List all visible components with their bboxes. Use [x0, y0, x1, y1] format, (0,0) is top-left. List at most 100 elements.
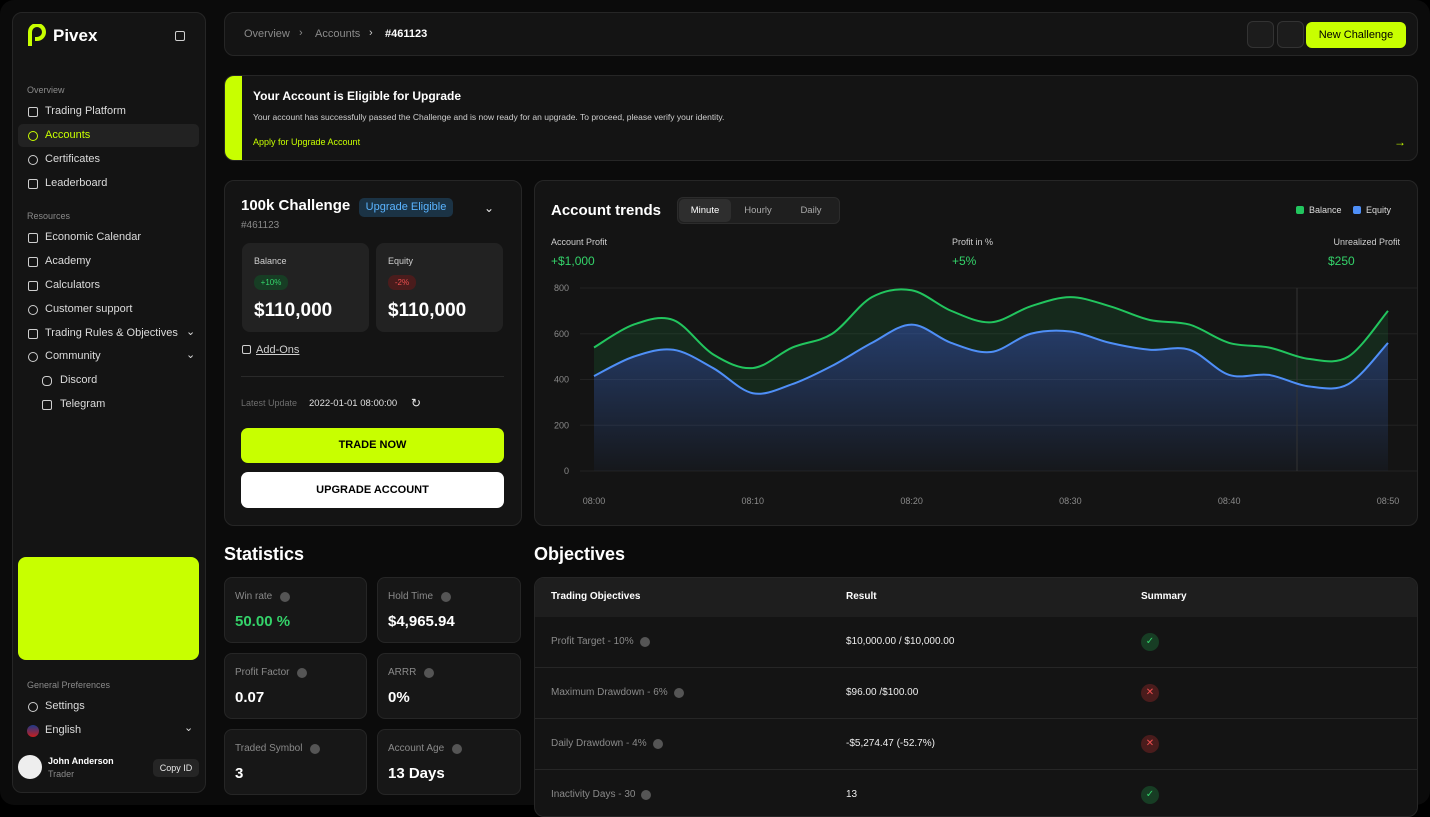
nav-item[interactable]: Leaderboard	[45, 177, 108, 189]
table-header: Trading Objectives	[551, 591, 641, 602]
metric-label: Account Profit	[551, 237, 608, 247]
legend-swatch	[1353, 206, 1361, 214]
icon	[28, 281, 38, 291]
addons-link[interactable]: Add-Ons	[256, 344, 300, 356]
stat-label: Hold Time	[388, 591, 434, 602]
banner-text: Your account has successfully passed the…	[253, 112, 725, 122]
trade-button[interactable]: TRADE NOW	[241, 428, 504, 463]
x-tick-label: 08:00	[583, 496, 606, 506]
y-tick-label: 0	[564, 466, 569, 476]
x-tick-label: 08:20	[900, 496, 923, 506]
nav-item[interactable]: Certificates	[45, 153, 101, 165]
balance-area	[594, 289, 1388, 394]
stat-label: Traded Symbol	[235, 743, 303, 754]
metric-value: $250	[1328, 254, 1355, 268]
stat-value: 0.07	[235, 689, 265, 706]
icon	[242, 345, 251, 354]
nav-item[interactable]: Community	[45, 350, 101, 362]
icon	[28, 233, 38, 243]
nav-item[interactable]: Trading Rules & Objectives	[45, 327, 178, 339]
icon	[42, 400, 52, 410]
banner-link[interactable]: Apply for Upgrade Account	[253, 137, 361, 147]
nav-item[interactable]: Economic Calendar	[45, 231, 141, 243]
stat-value: 50.00 %	[235, 613, 291, 630]
element	[535, 578, 1417, 617]
status-icon: ✕	[1141, 735, 1159, 753]
nav-item[interactable]: Calculators	[45, 279, 101, 291]
x-tick-label: 08:10	[742, 496, 765, 506]
collapse-icon[interactable]	[175, 31, 185, 41]
stat-label: Win rate	[235, 591, 273, 602]
new-challenge-button[interactable]: New Challenge	[1306, 22, 1406, 48]
metric-value: +5%	[952, 254, 977, 268]
objective-name: Profit Target - 10%	[551, 636, 634, 647]
stat-card	[377, 653, 521, 719]
metric-value: +$1,000	[551, 254, 595, 268]
section-title: Overview	[27, 85, 65, 95]
user-role: Trader	[48, 769, 75, 779]
row-divider	[534, 769, 1418, 770]
icon	[28, 702, 38, 712]
element: ⌄	[484, 201, 495, 215]
brand: Pivex	[53, 26, 98, 45]
icon	[28, 107, 38, 117]
account-id: #461123	[241, 220, 280, 231]
breadcrumb[interactable]: Overview	[244, 28, 290, 40]
info-icon	[640, 637, 650, 647]
row-divider	[534, 667, 1418, 668]
update-label: Latest Update	[241, 398, 298, 408]
objective-name: Maximum Drawdown - 6%	[551, 687, 668, 698]
icon	[42, 376, 52, 386]
element: ⌄	[184, 722, 194, 734]
nav-item[interactable]: Trading Platform	[45, 105, 126, 117]
change-pill: +10%	[254, 275, 288, 290]
avatar	[18, 755, 42, 779]
stat-label: Profit Factor	[235, 667, 290, 678]
y-tick-label: 800	[554, 283, 569, 293]
section-heading: Objectives	[534, 544, 626, 564]
arrow[interactable]: →	[1394, 135, 1406, 149]
upgrade-banner	[224, 75, 1418, 161]
flag	[27, 725, 39, 737]
info-icon	[653, 739, 663, 749]
tab[interactable]: Hourly	[744, 205, 772, 216]
info-icon	[310, 744, 320, 754]
objective-result: $96.00 /$100.00	[846, 687, 919, 698]
x-tick-label: 08:30	[1059, 496, 1082, 506]
stat-card	[377, 577, 521, 643]
nav-item[interactable]: Accounts	[45, 129, 91, 141]
tab[interactable]: Daily	[800, 205, 822, 216]
refresh-icon[interactable]: ↻	[411, 396, 422, 410]
nav-item[interactable]: Academy	[45, 255, 91, 267]
support-button[interactable]	[1247, 21, 1274, 48]
notifications-button[interactable]	[1277, 21, 1304, 48]
language[interactable]: English	[45, 724, 82, 736]
info-icon	[674, 688, 684, 698]
nav-item[interactable]: Telegram	[60, 398, 106, 410]
equity-area	[594, 324, 1388, 471]
nav-item[interactable]: Customer support	[45, 303, 133, 315]
active-item-bg	[18, 124, 199, 147]
stat-card	[224, 729, 367, 795]
copy-id[interactable]: Copy ID	[153, 759, 199, 777]
objective-result: -$5,274.47 (-52.7%)	[846, 738, 935, 749]
chart: 0 200 400 600 800 08:00 08:10 08:20 08:30 08:40 08…	[554, 283, 1417, 506]
update-value: 2022-01-01 08:00:00	[309, 398, 398, 409]
logo	[28, 24, 47, 46]
objective-result: $10,000.00 / $10,000.00	[846, 636, 955, 647]
upgrade-button[interactable]: UPGRADE ACCOUNT	[241, 472, 504, 508]
breadcrumb[interactable]: Accounts	[315, 28, 361, 40]
stat-card	[377, 729, 521, 795]
table-header: Result	[846, 591, 877, 602]
icon	[28, 179, 38, 189]
objective-name: Inactivity Days - 30	[551, 789, 636, 800]
status-icon: ✓	[1141, 786, 1159, 804]
status-icon: ✕	[1141, 684, 1159, 702]
nav-item[interactable]: Discord	[60, 374, 98, 386]
nav-item[interactable]: Settings	[45, 700, 85, 712]
banner-title: Your Account is Eligible for Upgrade	[253, 89, 462, 103]
stat-card	[224, 577, 367, 643]
tab[interactable]: Minute	[679, 199, 731, 222]
breadcrumb: #461123	[385, 28, 428, 40]
